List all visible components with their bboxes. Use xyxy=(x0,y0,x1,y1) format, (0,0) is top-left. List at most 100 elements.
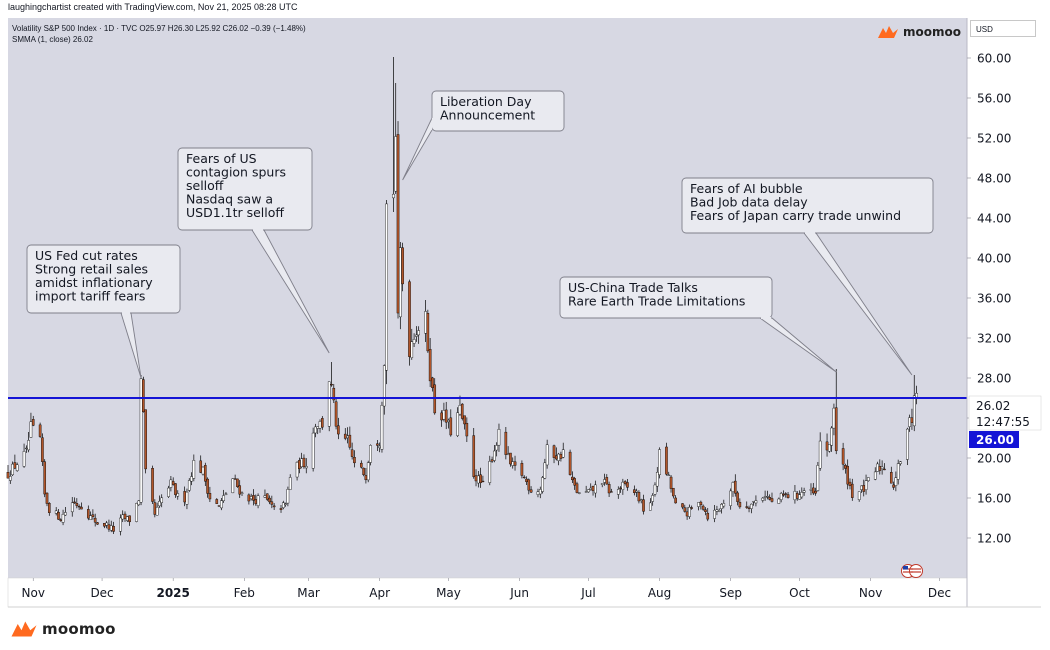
candle-body xyxy=(910,417,914,423)
candle-body xyxy=(284,503,287,505)
candle xyxy=(594,480,597,498)
candle-body xyxy=(91,514,95,517)
candle-body xyxy=(474,475,478,482)
candle-body xyxy=(848,481,852,487)
candle-body xyxy=(272,505,276,508)
candle xyxy=(653,482,657,497)
candle xyxy=(64,506,67,516)
candle-body xyxy=(45,492,49,504)
candle xyxy=(41,433,44,466)
annotation-pointer-join xyxy=(430,117,434,131)
currency-selector[interactable]: USD xyxy=(970,20,1036,37)
candle-body xyxy=(635,490,638,493)
candle-body xyxy=(135,503,138,522)
candle-body xyxy=(240,492,244,494)
time-tick-label: Aug xyxy=(648,586,671,600)
candle xyxy=(681,503,684,510)
annotation-text-line: Fears of Japan carry trade unwind xyxy=(690,208,901,223)
candle xyxy=(236,478,239,488)
candle xyxy=(256,493,260,509)
candle-body xyxy=(123,513,127,519)
candle-body xyxy=(282,502,285,508)
candle-body xyxy=(857,491,861,501)
candle-body xyxy=(350,449,354,457)
candle xyxy=(669,475,673,493)
candle-body xyxy=(584,491,588,493)
candle xyxy=(392,57,395,213)
candle xyxy=(171,477,175,486)
candle-body xyxy=(522,476,526,479)
candle-body xyxy=(883,468,886,471)
candle xyxy=(899,460,902,466)
candle xyxy=(802,487,806,496)
candle-body xyxy=(64,512,67,516)
annotation-text-line: US Fed cut rates xyxy=(35,248,138,263)
candle-body xyxy=(720,504,723,509)
candle-body xyxy=(366,462,370,481)
candle xyxy=(509,452,512,467)
candle-body xyxy=(594,484,597,494)
candle xyxy=(43,459,47,498)
candle-body xyxy=(103,522,106,527)
candle-body xyxy=(426,313,430,352)
candle xyxy=(151,465,154,505)
candle xyxy=(655,467,659,492)
candle xyxy=(362,467,365,477)
candle-body xyxy=(658,449,661,475)
candle-body xyxy=(768,497,771,500)
candle-body xyxy=(704,509,707,512)
candle xyxy=(873,467,877,481)
candle xyxy=(417,326,420,344)
candle xyxy=(800,487,804,499)
candle-body xyxy=(311,432,315,469)
candle xyxy=(828,444,831,453)
candle-body xyxy=(412,339,416,344)
candle-body xyxy=(571,476,574,481)
candle xyxy=(222,489,225,503)
candle-body xyxy=(415,334,418,337)
price-tick-label: 40.00 xyxy=(977,252,1011,266)
candle-body xyxy=(362,467,365,475)
candle xyxy=(658,447,661,479)
candle xyxy=(360,460,363,469)
candle-body xyxy=(846,465,849,485)
candle-body xyxy=(834,407,838,452)
candle xyxy=(605,474,609,485)
candle-body xyxy=(233,478,237,480)
candle xyxy=(73,497,76,504)
candle-body xyxy=(699,501,703,506)
candle-body xyxy=(745,506,749,508)
candle xyxy=(137,500,141,507)
candle xyxy=(504,427,508,460)
time-tick-label: Jul xyxy=(580,586,595,600)
time-axis[interactable]: Nov Dec 2025 Feb Mar Apr May Jun Jul Aug Sep Oct Nov… xyxy=(22,578,952,600)
time-tick-label: Feb xyxy=(234,586,255,600)
candle xyxy=(31,415,35,427)
candle-body xyxy=(830,427,833,446)
candle-body xyxy=(619,487,622,489)
candle xyxy=(128,515,131,526)
candle-body xyxy=(860,485,863,490)
candle xyxy=(77,504,81,510)
candle-body xyxy=(96,522,99,525)
candle-body xyxy=(167,487,170,497)
candle-body xyxy=(626,482,629,488)
candle xyxy=(745,501,749,509)
candle-body xyxy=(701,505,705,510)
candle xyxy=(906,427,909,466)
candle-body xyxy=(231,478,235,494)
candle xyxy=(621,478,625,495)
candle-body xyxy=(263,495,267,498)
candle-body xyxy=(878,466,882,471)
candle-body xyxy=(779,493,783,500)
annotation-text-line: contagion spurs xyxy=(186,165,286,180)
candle xyxy=(302,454,306,469)
time-tick-label: Dec xyxy=(928,586,951,600)
candle xyxy=(543,458,547,480)
candle-body xyxy=(238,485,242,495)
candle xyxy=(688,504,691,519)
flag-icon[interactable] xyxy=(901,564,923,578)
